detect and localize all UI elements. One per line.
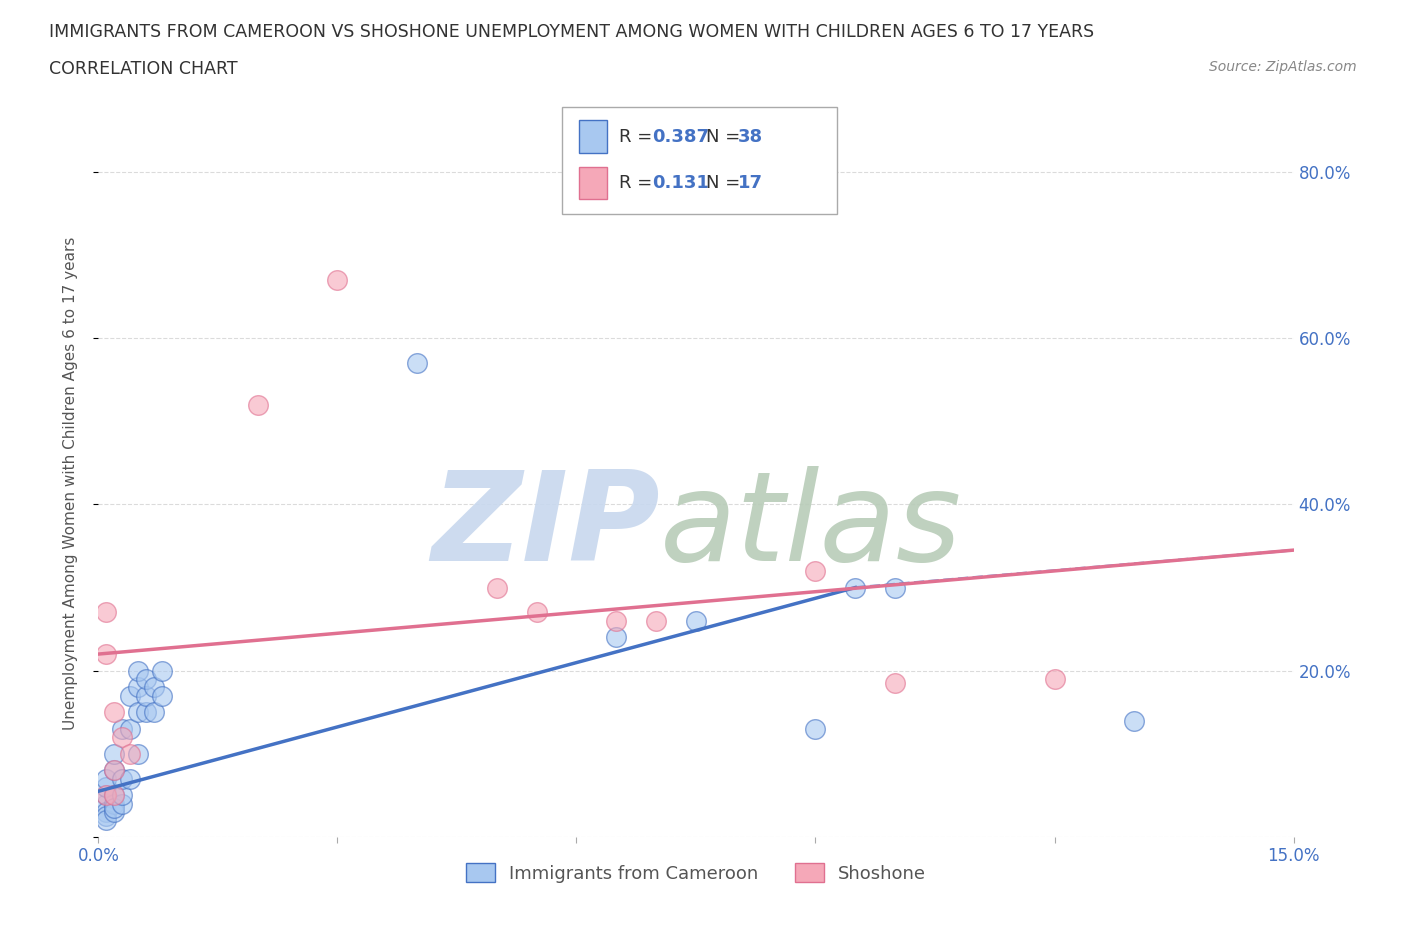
Point	[111, 730, 134, 745]
Point	[645, 614, 668, 629]
Point	[406, 355, 429, 370]
Point	[526, 605, 548, 620]
Point	[884, 580, 907, 595]
Point	[111, 788, 134, 803]
Point	[111, 771, 134, 786]
Text: 0.131: 0.131	[652, 174, 709, 193]
Point	[1123, 713, 1146, 728]
Text: 17: 17	[738, 174, 763, 193]
Point	[103, 705, 125, 720]
Point	[96, 809, 118, 824]
Text: 38: 38	[738, 127, 763, 146]
Point	[127, 680, 149, 695]
Point	[884, 676, 907, 691]
Point	[96, 796, 118, 811]
Point	[127, 747, 149, 762]
Point	[143, 705, 166, 720]
Point	[605, 614, 627, 629]
Point	[103, 801, 125, 816]
Point	[1043, 671, 1066, 686]
Point	[111, 796, 134, 811]
Text: IMMIGRANTS FROM CAMEROON VS SHOSHONE UNEMPLOYMENT AMONG WOMEN WITH CHILDREN AGES: IMMIGRANTS FROM CAMEROON VS SHOSHONE UNE…	[49, 23, 1094, 41]
Text: 0.387: 0.387	[652, 127, 710, 146]
Point	[103, 788, 125, 803]
Legend: Immigrants from Cameroon, Shoshone: Immigrants from Cameroon, Shoshone	[457, 854, 935, 892]
Point	[143, 680, 166, 695]
Point	[485, 580, 508, 595]
Point	[96, 771, 118, 786]
Point	[326, 272, 349, 287]
Text: Source: ZipAtlas.com: Source: ZipAtlas.com	[1209, 60, 1357, 74]
Text: R =: R =	[619, 127, 658, 146]
Point	[96, 813, 118, 828]
Point	[120, 722, 142, 737]
Point	[685, 614, 707, 629]
Point	[120, 688, 142, 703]
Point	[96, 605, 118, 620]
Point	[135, 688, 157, 703]
Point	[804, 722, 827, 737]
Point	[96, 804, 118, 819]
Point	[103, 796, 125, 811]
Point	[120, 771, 142, 786]
Y-axis label: Unemployment Among Women with Children Ages 6 to 17 years: Unemployment Among Women with Children A…	[63, 237, 77, 730]
Point	[103, 788, 125, 803]
Point	[150, 688, 173, 703]
Point	[804, 564, 827, 578]
Text: CORRELATION CHART: CORRELATION CHART	[49, 60, 238, 78]
Point	[127, 705, 149, 720]
Point	[605, 630, 627, 644]
Point	[96, 788, 118, 803]
Point	[96, 646, 118, 661]
Point	[96, 779, 118, 794]
Point	[103, 747, 125, 762]
Point	[246, 397, 269, 412]
Point	[150, 663, 173, 678]
Text: N =: N =	[706, 174, 745, 193]
Text: atlas: atlas	[661, 466, 962, 587]
Text: R =: R =	[619, 174, 664, 193]
Point	[103, 763, 125, 777]
Text: ZIP: ZIP	[432, 466, 661, 587]
Point	[111, 722, 134, 737]
Point	[844, 580, 866, 595]
Point	[96, 788, 118, 803]
Point	[135, 671, 157, 686]
Point	[120, 747, 142, 762]
Point	[127, 663, 149, 678]
Text: N =: N =	[706, 127, 745, 146]
Point	[135, 705, 157, 720]
Point	[103, 804, 125, 819]
Point	[103, 763, 125, 777]
